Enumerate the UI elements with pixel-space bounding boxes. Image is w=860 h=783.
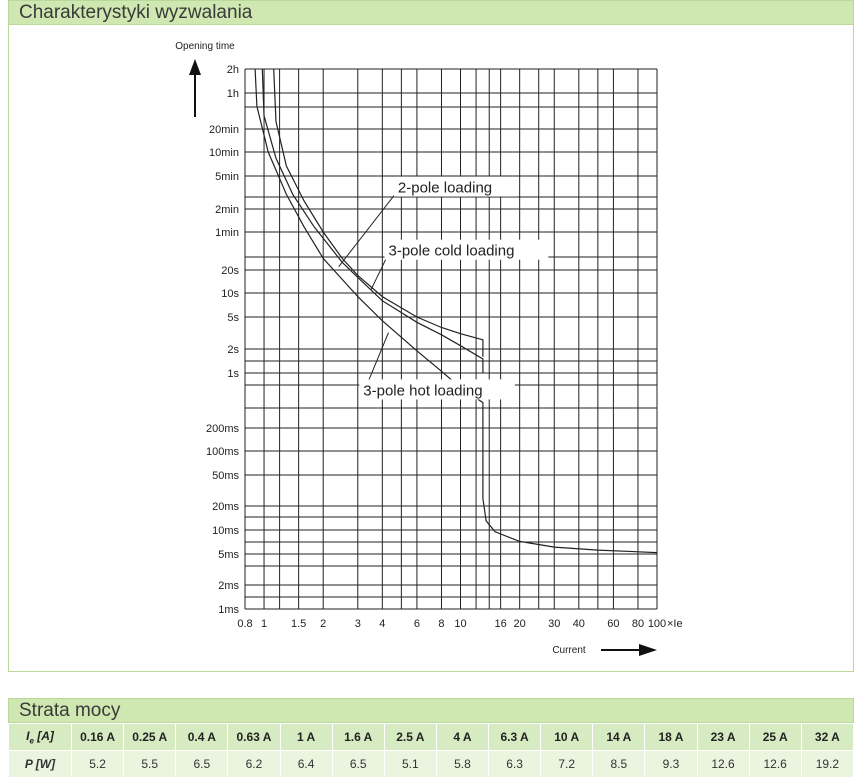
x-tick-label: 100 (648, 618, 666, 630)
y-tick-label: 2min (215, 204, 239, 216)
y-tick-label: 2ms (218, 580, 239, 592)
x-tick-label: 40 (573, 618, 585, 630)
y-tick-label: 1min (215, 227, 239, 239)
power-value-cell: 9.3 (644, 750, 698, 778)
x-unit-label: ×Ie (667, 618, 683, 630)
power-loss-title: Strata mocy (19, 700, 121, 721)
x-tick-label: 1 (261, 618, 267, 630)
current-value-cell: 0.4 A (175, 723, 229, 751)
curve-3-pole-hot-loading (254, 68, 658, 554)
x-tick-label: 80 (632, 618, 644, 630)
power-value-cell: 5.5 (123, 750, 177, 778)
y-axis-label: Opening time (175, 41, 235, 52)
current-value-cell: 1.6 A (331, 723, 385, 751)
power-value-cell: 5.1 (383, 750, 437, 778)
y-tick-label: 2s (227, 344, 239, 356)
y-tick-label: 100ms (206, 446, 240, 458)
current-value-cell: 23 A (696, 723, 750, 751)
annotation-label: 2-pole loading (398, 180, 492, 197)
power-row: P [W] 5.2 5.5 6.5 6.2 6.4 6.5 5.1 5.8 6.3 7.2 8.5 9… (8, 750, 855, 778)
x-tick-label: 4 (379, 618, 385, 630)
x-axis-label: Current (552, 645, 586, 656)
y-tick-label: 50ms (212, 470, 239, 482)
power-value-cell: 6.3 (487, 750, 542, 778)
power-value-cell: 12.6 (748, 750, 802, 778)
annotation-label: 3-pole cold loading (389, 243, 515, 260)
trip-characteristics-title: Charakterystyki wyzwalania (19, 2, 253, 23)
power-value-cell: 5.8 (435, 750, 490, 778)
power-value-cell: 5.2 (70, 750, 125, 778)
current-value-cell: 18 A (644, 723, 698, 751)
annotation-leader (338, 190, 399, 268)
y-tick-label: 5min (215, 171, 239, 183)
x-tick-label: 10 (454, 618, 466, 630)
current-value-cell: 6.3 A (487, 723, 542, 751)
y-tick-label: 5s (227, 312, 239, 324)
x-axis-arrow-head (639, 644, 657, 656)
annotation-leader (370, 253, 389, 291)
trip-characteristics-header: Charakterystyki wyzwalania (8, 0, 854, 25)
annotation-background (393, 176, 517, 197)
power-row-label: P [W] (8, 750, 72, 778)
y-tick-label: 1ms (218, 604, 239, 616)
annotation-label: 3-pole hot loading (363, 382, 482, 399)
x-tick-label: 0.8 (237, 618, 252, 630)
power-value-cell: 6.2 (227, 750, 281, 778)
annotation-background (384, 239, 549, 260)
y-tick-label: 1h (227, 88, 239, 100)
curve-2-pole-loading (273, 68, 484, 357)
x-tick-label: 3 (355, 618, 361, 630)
y-tick-label: 1s (227, 368, 239, 380)
x-tick-label: 20 (514, 618, 526, 630)
x-tick-label: 2 (320, 618, 326, 630)
power-loss-header: Strata mocy (8, 698, 854, 723)
y-tick-label: 10ms (212, 525, 239, 537)
current-value-cell: 2.5 A (383, 723, 437, 751)
current-value-cell: 14 A (592, 723, 646, 751)
trip-curve-chart: 2h1h20min10min5min2min1min20s10s5s2s1s20… (175, 41, 683, 656)
current-row-label: Ie [A] (8, 723, 72, 751)
current-value-cell: 0.63 A (227, 723, 281, 751)
current-value-cell: 4 A (435, 723, 490, 751)
power-value-cell: 6.5 (175, 750, 229, 778)
current-value-cell: 32 A (800, 723, 855, 751)
current-value-cell: 0.25 A (123, 723, 177, 751)
curve-3-pole-cold-loading (261, 68, 484, 373)
x-tick-label: 30 (548, 618, 560, 630)
current-value-cell: 1 A (279, 723, 333, 751)
y-tick-label: 10s (221, 288, 239, 300)
x-tick-label: 8 (438, 618, 444, 630)
y-tick-label: 20ms (212, 501, 239, 513)
y-tick-label: 20min (209, 124, 239, 136)
current-value-cell: 0.16 A (70, 723, 125, 751)
chart-panel: 2h 1h 20min 10min 5min 2min 1min 20s 10s 5s 2s 1s 20… (8, 24, 854, 672)
x-tick-label: 60 (607, 618, 619, 630)
power-value-cell: 19.2 (800, 750, 855, 778)
y-tick-label: 10min (209, 147, 239, 159)
y-axis-arrow-head (189, 59, 201, 75)
current-value-cell: 25 A (748, 723, 802, 751)
annotation-background (359, 379, 515, 400)
y-tick-label: 200ms (206, 423, 240, 435)
y-tick-label: 5ms (218, 549, 239, 561)
power-value-cell: 7.2 (540, 750, 594, 778)
y-tick-label: 20s (221, 265, 239, 277)
y-tick-label: 2h (227, 64, 239, 76)
current-value-cell: 10 A (540, 723, 594, 751)
power-value-cell: 6.4 (279, 750, 333, 778)
x-tick-label: 6 (414, 618, 420, 630)
x-tick-label: 16 (495, 618, 507, 630)
power-value-cell: 8.5 (592, 750, 646, 778)
power-value-cell: 6.5 (331, 750, 385, 778)
x-tick-label: 1.5 (291, 618, 306, 630)
power-value-cell: 12.6 (696, 750, 750, 778)
